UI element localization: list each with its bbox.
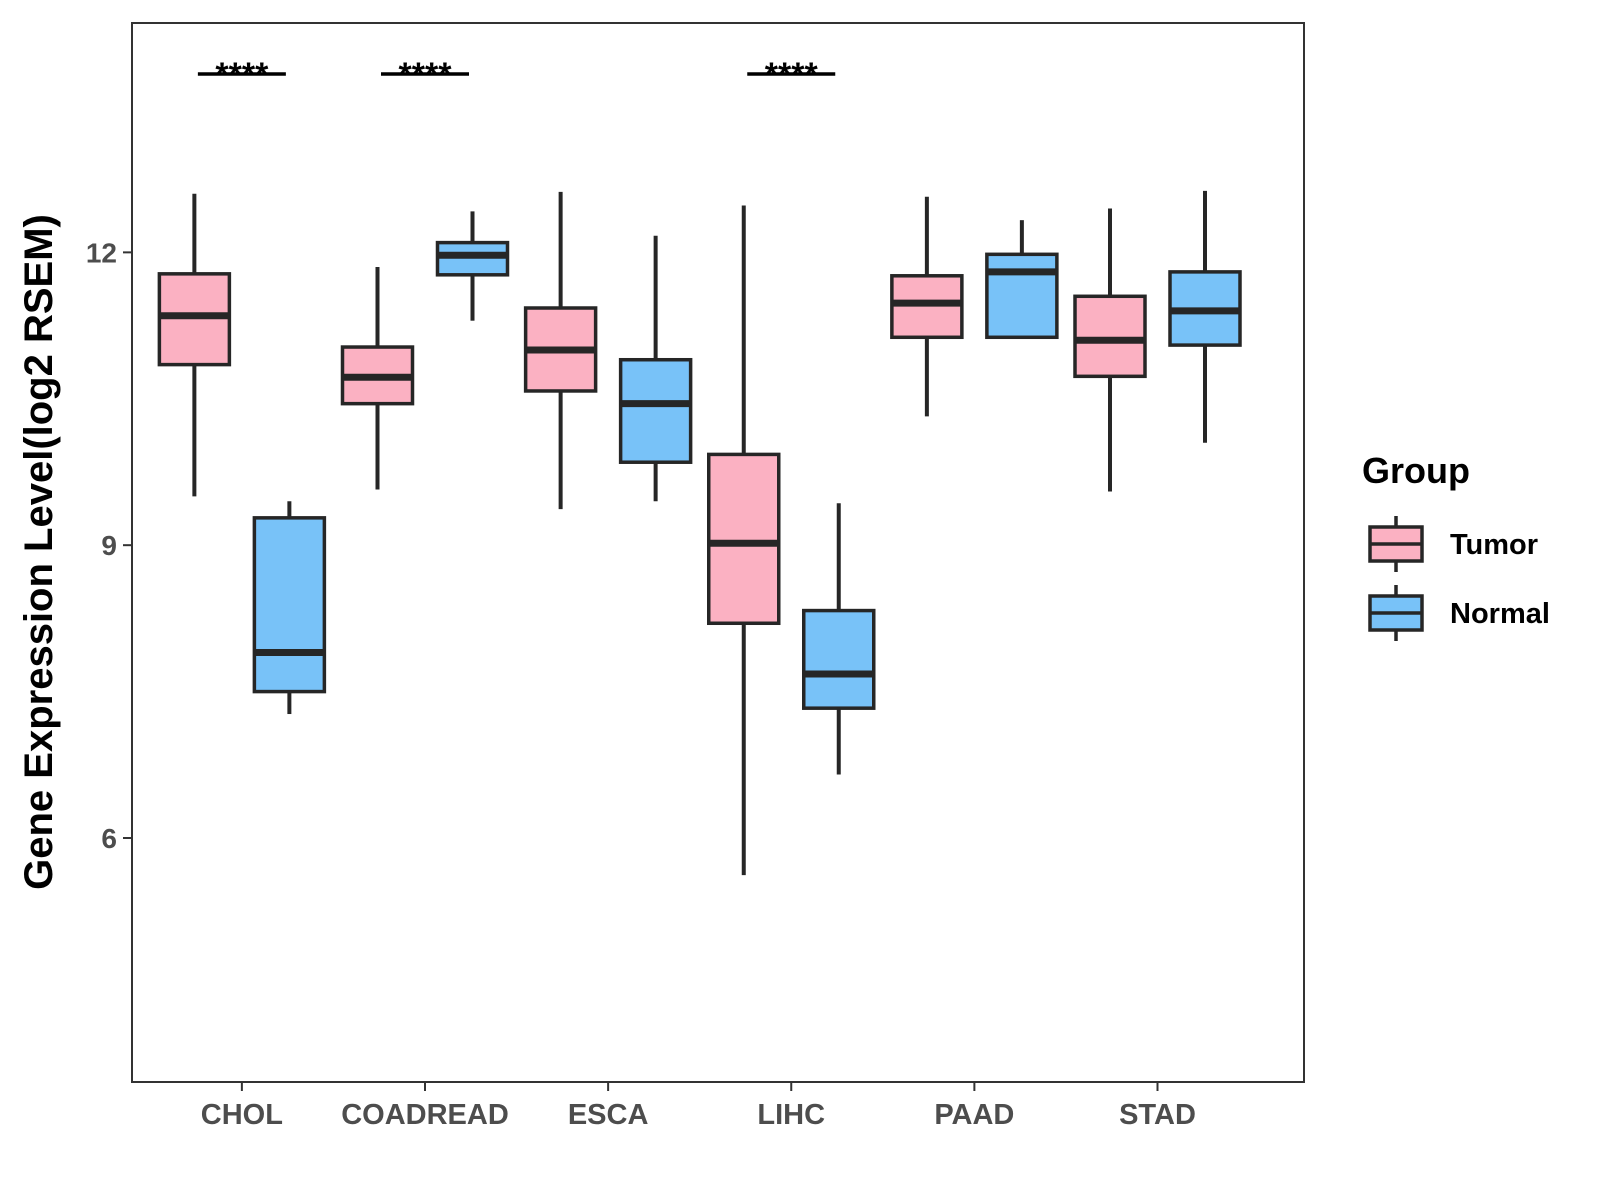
box-tumor-coadread — [340, 267, 415, 490]
axes: 6 9 12 CHOL COADREAD ESCA LIHC PAAD STAD — [86, 22, 1305, 1131]
box-tumor-paad — [890, 196, 964, 417]
box-body-tumor-stad — [1073, 294, 1147, 379]
legend-label-tumor: Tumor — [1450, 529, 1538, 561]
box-normal-chol — [252, 501, 327, 715]
legend: Group Tumor Normal — [1362, 450, 1550, 641]
x-tick-label-coadread: COADREAD — [341, 1099, 509, 1131]
x-tick-label-lihc: LIHC — [757, 1099, 825, 1131]
box-body-tumor-lihc — [707, 452, 781, 626]
y-tick-label-6: 6 — [101, 823, 117, 854]
box-body-normal-paad — [985, 252, 1059, 340]
legend-label-normal: Normal — [1450, 598, 1550, 630]
box-body-normal-esca — [618, 357, 693, 464]
box-body-normal-chol — [252, 516, 327, 694]
y-axis-label: Gene Expression Level(log2 RSEM) — [17, 214, 61, 890]
x-tick-label-paad: PAAD — [934, 1099, 1014, 1131]
box-normal-lihc — [802, 503, 876, 775]
y-tick-label-9: 9 — [101, 530, 117, 561]
box-normal-esca — [618, 235, 693, 502]
box-normal-stad — [1168, 190, 1242, 443]
box-tumor-chol — [157, 193, 232, 497]
significance-label-lihc: **** — [765, 56, 819, 94]
x-tick-label-esca: ESCA — [568, 1099, 649, 1131]
box-tumor-stad — [1073, 208, 1147, 492]
box-tumor-esca — [523, 191, 598, 510]
box-tumor-lihc — [707, 205, 781, 876]
x-tick-label-chol: CHOL — [201, 1099, 283, 1131]
x-tick-label-stad: STAD — [1119, 1099, 1196, 1131]
plot-panel-border — [131, 22, 1305, 1083]
significance-label-coadread: **** — [399, 56, 453, 94]
y-tick-label-12: 12 — [86, 237, 117, 268]
significance-label-chol: **** — [215, 56, 269, 94]
legend-title: Group — [1362, 450, 1470, 491]
plot-area: **** **** **** — [157, 56, 1242, 876]
box-body-normal-lihc — [802, 608, 876, 710]
box-normal-coadread — [435, 211, 510, 321]
box-normal-paad — [985, 220, 1059, 340]
